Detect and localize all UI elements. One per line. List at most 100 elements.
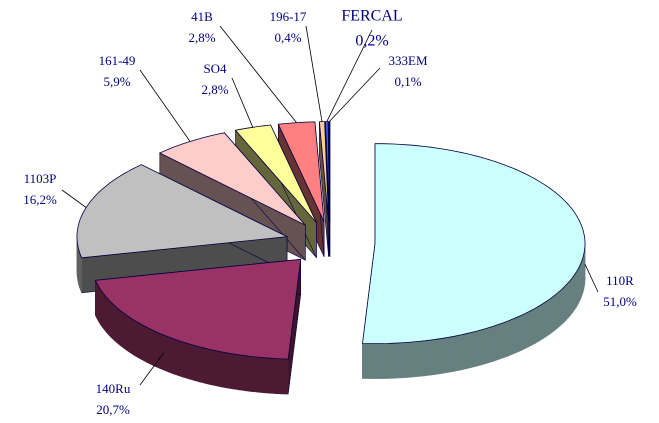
- slice-side: [275, 358, 283, 395]
- leader-line: [305, 25, 323, 122]
- slice-side: [454, 334, 461, 372]
- slice-side: [534, 305, 540, 344]
- slice-percent: 51,0%: [603, 294, 637, 309]
- slice-side: [442, 336, 450, 374]
- slice-side: [436, 337, 444, 375]
- slice-side: [111, 301, 115, 341]
- slice-percent: 5,9%: [103, 74, 130, 89]
- slice-side: [221, 351, 228, 389]
- leader-line: [219, 25, 297, 123]
- slice-side: [522, 312, 528, 351]
- slice-side: [239, 354, 246, 392]
- slice-side: [163, 334, 169, 373]
- leader-line: [326, 29, 373, 122]
- slice-side: [113, 304, 118, 344]
- slice: [94, 258, 302, 395]
- slice-side: [374, 343, 382, 379]
- slice-side: [567, 279, 571, 319]
- slice-side: [553, 292, 558, 332]
- slice-percent: 0,2%: [355, 33, 388, 50]
- slice-side: [405, 341, 413, 378]
- slice-top: [94, 258, 302, 360]
- slice-side: [368, 343, 376, 379]
- slice-side: [188, 343, 195, 381]
- slice-side: [251, 356, 258, 393]
- slice-label: 110R: [606, 273, 634, 288]
- leader-line: [139, 352, 165, 386]
- slice-side: [101, 290, 105, 331]
- slice-label: 1103P: [24, 171, 57, 186]
- slice-side: [503, 320, 509, 359]
- slice-side: [108, 299, 112, 339]
- slice-label: FERCAL: [341, 8, 402, 25]
- slice-side: [562, 284, 566, 325]
- slice-side: [154, 330, 160, 369]
- slice-side: [193, 345, 200, 383]
- slice-side: [95, 280, 98, 319]
- slice-percent: 0,1%: [394, 74, 421, 89]
- slice-top: [362, 143, 586, 345]
- slice-side: [492, 324, 499, 362]
- slice-side: [476, 329, 484, 367]
- slice-side: [542, 300, 548, 340]
- slice-side: [126, 314, 131, 354]
- slice-side: [245, 355, 252, 392]
- slice-percent: 20,7%: [96, 402, 130, 417]
- slice-side: [173, 338, 179, 377]
- slice-side: [178, 340, 184, 378]
- slice-side: [130, 317, 135, 356]
- slice-side: [227, 352, 234, 390]
- slice-side: [517, 314, 523, 353]
- slice-side: [508, 318, 514, 357]
- leader-line: [231, 77, 254, 128]
- slice: [362, 143, 586, 379]
- slice-label: 333EM: [389, 53, 428, 68]
- slice-side: [556, 290, 561, 330]
- slice-side: [133, 319, 139, 359]
- slice-label: 41B: [191, 9, 213, 24]
- slice-side: [106, 296, 110, 336]
- slice-side: [482, 327, 489, 365]
- slice-side: [393, 342, 401, 379]
- slice-side: [168, 336, 174, 375]
- slice-side: [183, 341, 190, 380]
- slice-side: [546, 298, 551, 337]
- slice-side: [559, 287, 564, 327]
- slice-percent: 2,8%: [188, 30, 215, 45]
- slice-percent: 16,2%: [23, 192, 57, 207]
- leader-line: [328, 67, 381, 122]
- slice-side: [145, 326, 151, 365]
- slice-side: [565, 282, 569, 322]
- leader-line: [61, 189, 87, 208]
- slice-side: [430, 338, 438, 376]
- slice-side: [424, 339, 432, 377]
- slice-label: 161-49: [99, 53, 136, 68]
- slice-side: [215, 350, 223, 388]
- slice-side: [233, 353, 240, 391]
- slice-side: [526, 310, 532, 349]
- slice-side: [150, 328, 156, 367]
- slice-side: [512, 316, 519, 355]
- slice-side: [487, 325, 494, 364]
- leader-line: [139, 69, 191, 142]
- slice-side: [119, 309, 124, 349]
- slice-side: [269, 357, 277, 394]
- slice-label: 196-17: [270, 9, 307, 24]
- leader-line: [584, 263, 599, 293]
- slice-side: [257, 356, 264, 394]
- slice: [318, 121, 329, 257]
- slice-side: [281, 358, 289, 395]
- slice-side: [549, 295, 554, 335]
- slice-side: [448, 335, 456, 373]
- slice-side: [418, 340, 426, 377]
- slice: [76, 164, 289, 294]
- slice-side: [116, 307, 121, 347]
- slice-side: [380, 343, 388, 379]
- slice-side: [471, 330, 478, 368]
- slice-side: [465, 332, 473, 370]
- slice-side: [399, 342, 407, 379]
- slice-percent: 0,4%: [274, 30, 301, 45]
- slice-side: [530, 307, 536, 347]
- slice-side: [387, 342, 395, 379]
